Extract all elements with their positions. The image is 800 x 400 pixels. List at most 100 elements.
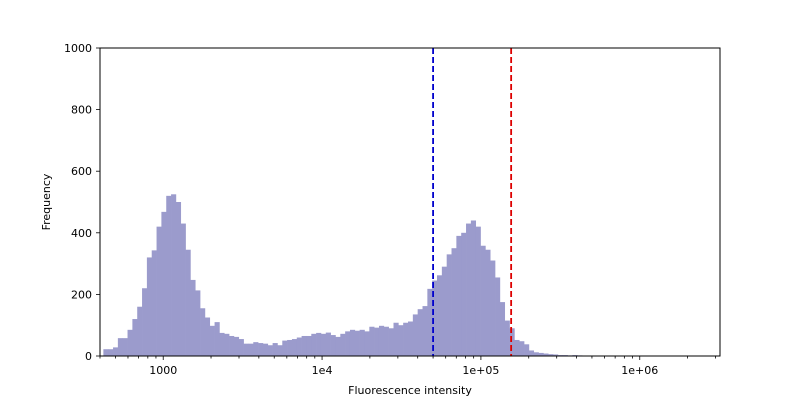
histogram-bar xyxy=(132,319,138,356)
histogram-bar xyxy=(113,347,119,356)
histogram-bar xyxy=(151,250,157,356)
histogram-bar xyxy=(291,339,298,356)
histogram-bar xyxy=(166,195,172,356)
histogram-bar xyxy=(122,338,128,356)
y-tick-label: 0 xyxy=(85,350,92,363)
histogram-bar xyxy=(398,325,404,356)
x-tick-label: 1000 xyxy=(149,364,177,377)
histogram-bar xyxy=(533,352,539,356)
y-tick-label: 400 xyxy=(71,227,92,240)
histogram-bar xyxy=(408,321,414,356)
x-tick-label: 1e+05 xyxy=(462,364,499,377)
histogram-bar xyxy=(422,306,428,356)
histogram-bar xyxy=(446,254,452,356)
histogram-bar xyxy=(175,202,182,356)
histogram-bar xyxy=(378,325,385,356)
histogram-bar xyxy=(108,349,114,356)
plot-area-frame xyxy=(99,47,721,357)
histogram-bar xyxy=(495,277,501,356)
histogram-bar xyxy=(161,211,167,356)
histogram-bar xyxy=(470,220,477,356)
y-tick-label: 600 xyxy=(71,165,92,178)
histogram-bar xyxy=(427,288,433,356)
histogram-bar xyxy=(548,354,554,356)
histogram-bar xyxy=(417,309,423,356)
histogram-bar xyxy=(466,223,472,356)
histogram-bar xyxy=(219,332,225,356)
histogram-bar xyxy=(214,322,220,356)
histogram-bar xyxy=(156,226,162,356)
histogram-bar xyxy=(524,344,530,356)
histogram-bar xyxy=(248,343,254,356)
y-tick-label: 800 xyxy=(71,104,92,117)
histogram-bar xyxy=(388,328,394,356)
y-axis-label: Frequency xyxy=(40,173,53,230)
histogram-bar xyxy=(349,329,356,356)
histogram-bar xyxy=(485,249,491,356)
histogram-bar xyxy=(267,345,273,356)
histogram-bar xyxy=(127,329,133,356)
y-tick-label: 1000 xyxy=(64,42,92,55)
histogram-bar xyxy=(335,336,341,356)
histogram-bar xyxy=(509,328,515,356)
histogram-bar xyxy=(499,302,506,356)
histogram-bar xyxy=(316,332,322,356)
y-axis-ticks: 0 200 400 600 800 1000 xyxy=(64,42,100,363)
histogram-bar xyxy=(374,327,380,356)
histogram-bar xyxy=(301,335,307,356)
histogram-bar xyxy=(519,341,525,356)
histogram-bar xyxy=(364,331,370,356)
histogram-bar xyxy=(340,333,346,356)
histogram-bar xyxy=(171,194,177,356)
histogram-bar xyxy=(553,354,559,356)
y-tick-label: 200 xyxy=(71,288,92,301)
histogram-bar xyxy=(142,288,148,356)
histogram-bar xyxy=(238,339,244,356)
histogram-bar xyxy=(137,306,143,356)
histogram-bar xyxy=(195,290,201,356)
histogram-bar xyxy=(229,335,235,356)
histogram-bar xyxy=(354,330,360,356)
histogram-bar xyxy=(190,279,196,356)
x-tick-label: 1e+06 xyxy=(621,364,658,377)
x-axis-ticks: 1000 1e4 1e+05 1e+06 xyxy=(99,356,716,377)
histogram-bar xyxy=(282,340,288,356)
histogram-bar xyxy=(412,314,418,356)
histogram-bar xyxy=(253,342,259,356)
histogram-bar xyxy=(538,352,544,356)
histogram-bar xyxy=(185,249,191,356)
histogram-bar xyxy=(277,345,283,356)
histogram-bar xyxy=(306,335,312,356)
histogram-bar xyxy=(461,232,467,356)
histogram-bar xyxy=(330,335,336,356)
x-tick-label: 1e4 xyxy=(312,364,333,377)
histogram-bar xyxy=(528,350,535,356)
histogram-bar xyxy=(200,308,206,356)
reference-lines xyxy=(432,48,513,356)
x-axis-label: Fluorescence intensity xyxy=(348,384,472,397)
histogram-bar xyxy=(146,257,153,356)
histogram-bar xyxy=(403,322,409,356)
histogram-bar xyxy=(325,332,331,356)
histogram-bar xyxy=(233,336,240,356)
histogram-bar xyxy=(359,329,365,356)
histogram-bar xyxy=(451,248,457,356)
histogram-bar xyxy=(437,275,443,356)
histogram-bar xyxy=(441,266,447,356)
histogram-bar xyxy=(296,337,302,356)
histogram-bar xyxy=(432,280,438,356)
histogram-bar xyxy=(504,320,510,356)
histogram-bar xyxy=(204,317,211,356)
histogram-bar xyxy=(103,349,109,356)
histogram-bar xyxy=(345,331,351,356)
histogram-bar xyxy=(514,339,520,356)
histogram-bar xyxy=(243,343,249,356)
histogram-bars xyxy=(103,194,607,356)
histogram-bar xyxy=(393,322,399,356)
histogram-bar xyxy=(383,326,389,356)
histogram-bar xyxy=(209,325,215,356)
histogram-bar xyxy=(475,226,481,356)
histogram-bar xyxy=(543,353,549,356)
histogram-bar xyxy=(287,339,293,356)
